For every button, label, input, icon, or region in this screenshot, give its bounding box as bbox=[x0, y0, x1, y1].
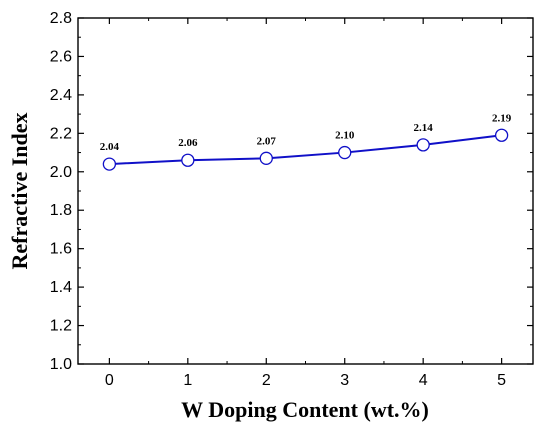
x-tick-label: 0 bbox=[105, 372, 114, 389]
y-tick-label: 1.8 bbox=[50, 202, 72, 219]
x-tick-label: 5 bbox=[497, 372, 506, 389]
data-point bbox=[338, 145, 352, 160]
y-axis: 1.0 1.2 1.4 1.6 1.8 2.0 2.2 2.4 2.6 2.8 bbox=[50, 10, 533, 373]
y-tick-label: 2.6 bbox=[50, 48, 72, 65]
data-point bbox=[181, 153, 195, 167]
data-point bbox=[102, 157, 117, 171]
x-tick-label: 4 bbox=[419, 372, 428, 389]
data-label: 2.07 bbox=[257, 135, 277, 147]
data-label: 2.14 bbox=[414, 122, 434, 134]
x-tick-label: 1 bbox=[183, 372, 192, 389]
data-label: 2.10 bbox=[335, 130, 355, 142]
x-tick-label: 3 bbox=[340, 372, 349, 389]
data-label: 2.04 bbox=[100, 141, 120, 153]
data-label: 2.06 bbox=[178, 137, 198, 149]
y-axis-title: Refractive Index bbox=[7, 112, 32, 269]
y-tick-label: 1.4 bbox=[50, 279, 72, 296]
series-line bbox=[109, 134, 502, 166]
y-tick-label: 2.0 bbox=[50, 164, 72, 181]
x-axis: 0 1 2 3 4 5 bbox=[105, 18, 506, 389]
y-tick-label: 1.2 bbox=[50, 318, 72, 335]
series-layer: 2.04 2.06 2.07 2.10 2.14 2.19 bbox=[100, 112, 512, 171]
plot-frame bbox=[77, 17, 534, 365]
data-label: 2.19 bbox=[492, 112, 512, 124]
data-point bbox=[494, 128, 509, 142]
y-tick-label: 2.4 bbox=[50, 87, 72, 104]
data-point bbox=[416, 138, 430, 152]
y-tick-label: 2.8 bbox=[50, 10, 72, 27]
x-tick-label: 2 bbox=[262, 372, 271, 389]
x-axis-title: W Doping Content (wt.%) bbox=[181, 397, 429, 422]
data-point bbox=[259, 151, 273, 165]
y-tick-label: 1.6 bbox=[50, 241, 72, 258]
y-tick-label: 1.0 bbox=[50, 356, 72, 373]
y-tick-label: 2.2 bbox=[50, 125, 72, 142]
